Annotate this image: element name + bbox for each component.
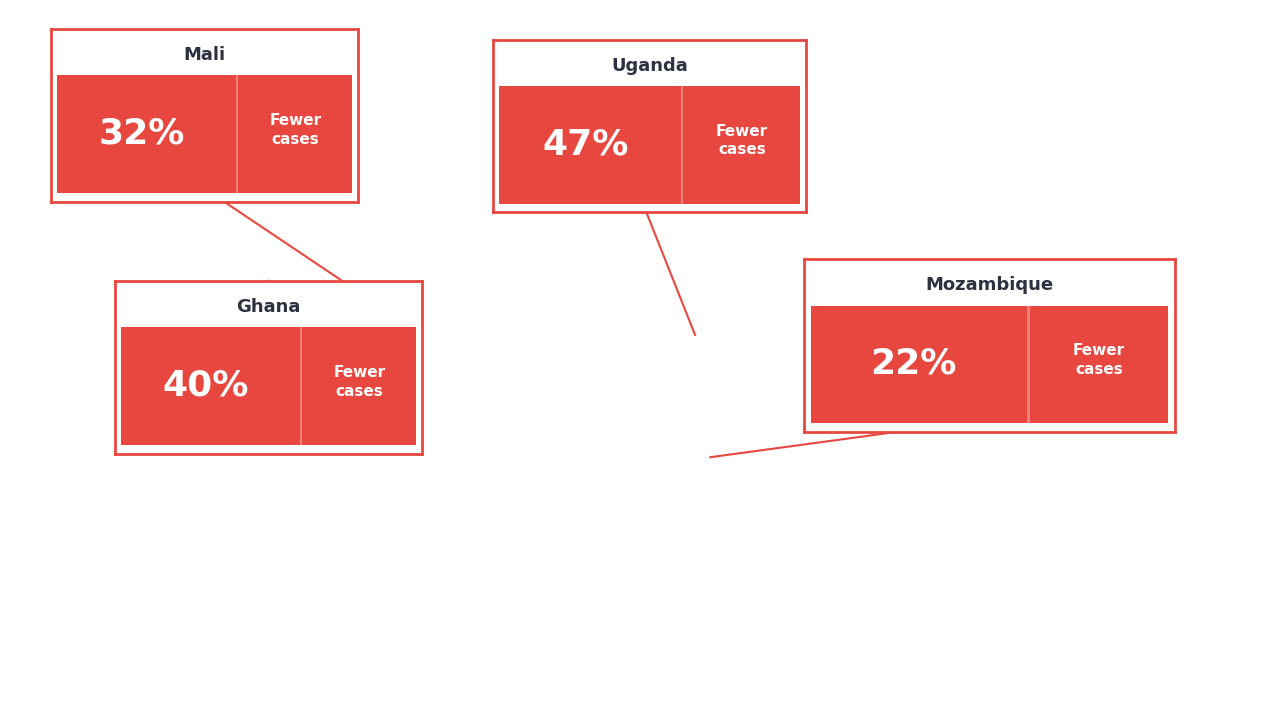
Text: Fewer
cases: Fewer cases [1073,343,1125,377]
Bar [681,86,684,204]
Text: Mozambique: Mozambique [925,276,1053,294]
Bar [300,328,302,445]
Text: 22%: 22% [870,347,956,381]
Text: Mali: Mali [184,46,225,64]
Bar [499,86,800,204]
Bar [122,328,416,445]
Text: Fewer
cases: Fewer cases [716,124,768,158]
Bar [1027,306,1029,423]
Text: Fewer
cases: Fewer cases [333,365,385,399]
Bar [236,76,238,193]
Text: Ghana: Ghana [237,298,301,316]
Text: 47%: 47% [543,127,628,161]
Text: Fewer
cases: Fewer cases [269,113,321,147]
Text: 32%: 32% [99,117,186,150]
Text: 40%: 40% [163,369,250,402]
Bar [58,76,352,193]
Text: Uganda: Uganda [612,57,687,75]
Bar [812,306,1167,423]
